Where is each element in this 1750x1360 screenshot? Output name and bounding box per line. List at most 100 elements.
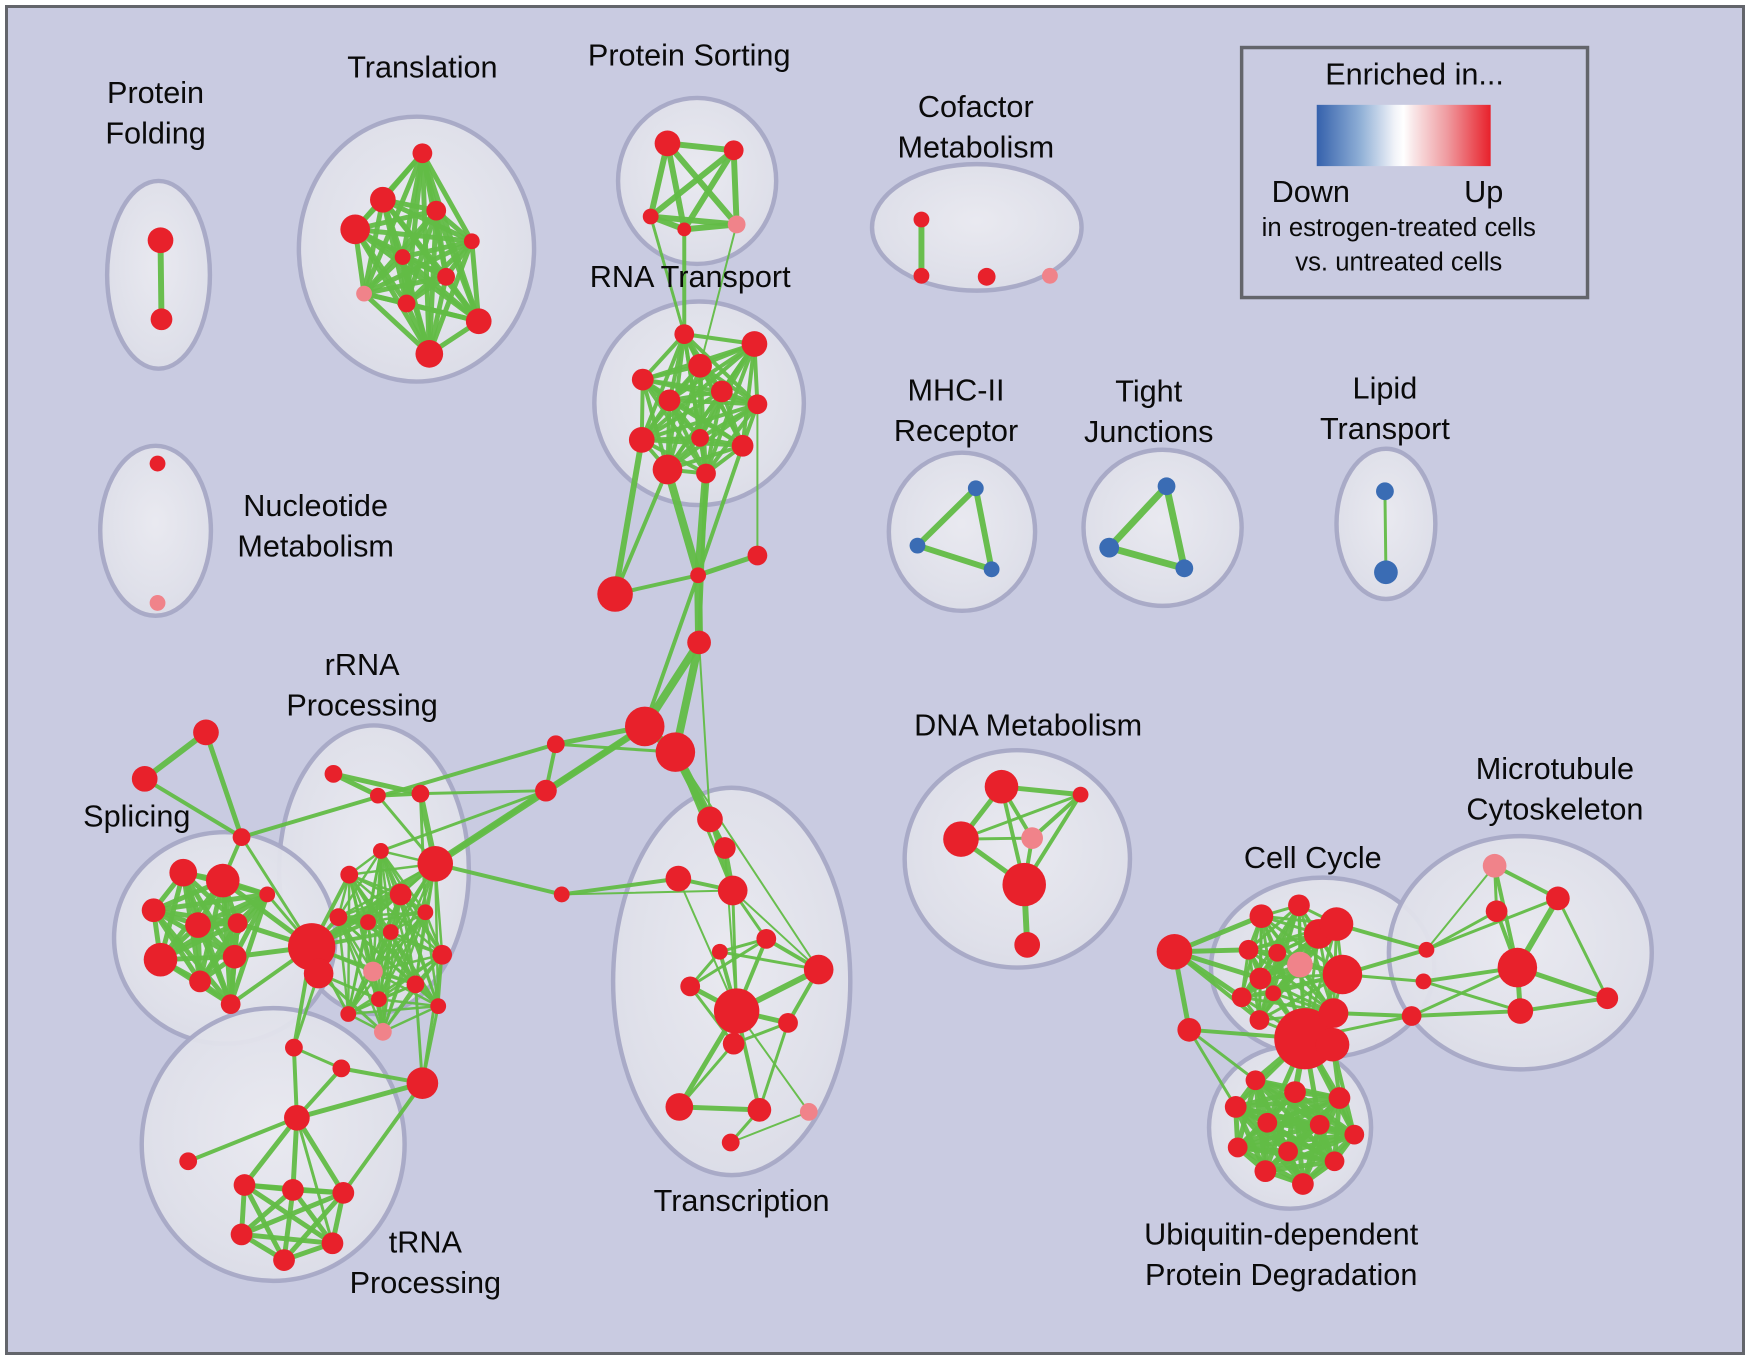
- edge-t4-t11: [352, 226, 432, 357]
- gene-set-node-u4: [1224, 1096, 1247, 1118]
- legend-caption-line1: in estrogen-treated cells: [1262, 214, 1536, 242]
- gene-set-node-cc11: [1231, 987, 1252, 1008]
- gene-set-node-u10: [1324, 1151, 1345, 1172]
- edge-r24-tk5: [295, 1116, 334, 1245]
- legend-up-label: Up: [1464, 175, 1503, 209]
- edge-u10-u11: [1262, 1158, 1337, 1174]
- edge-rt5-rt12: [704, 389, 724, 476]
- edge-c6-r6: [433, 861, 564, 897]
- gene-set-node-u5: [1257, 1112, 1278, 1133]
- edge-r23-r24: [294, 1080, 425, 1121]
- edge-t2-t8: [361, 197, 386, 297]
- edge-tk3-tk4: [239, 1190, 346, 1237]
- gene-set-node-sp9: [222, 944, 247, 969]
- edge-u7-u11: [1262, 1132, 1357, 1174]
- edge-tr11-tr12: [677, 1042, 736, 1109]
- edge-r16-r19: [381, 983, 417, 1034]
- edge-tr10-tr13: [757, 1021, 790, 1112]
- gene-set-node-tj3: [1175, 559, 1194, 578]
- gene-set-node-cc6: [1268, 943, 1287, 962]
- edge-tr15-tr14: [729, 1110, 810, 1144]
- gene-set-node-h2: [303, 958, 334, 989]
- edge-r23-tk3: [341, 1081, 425, 1195]
- gene-set-node-sb: [131, 765, 158, 792]
- edge-ps5-rt3: [699, 223, 738, 367]
- cluster-protein-sorting-label: Protein Sorting: [588, 39, 791, 73]
- edge-tk2-tk5: [290, 1187, 335, 1246]
- gene-set-node-ps1: [654, 130, 681, 157]
- edge-sp6-sp7: [158, 891, 270, 963]
- edge-t1-t5: [419, 150, 475, 244]
- gene-set-node-r7: [389, 883, 412, 906]
- gene-set-node-r5: [340, 865, 359, 884]
- gene-set-node-nm2: [149, 595, 166, 611]
- gene-set-node-sp5: [227, 913, 248, 933]
- edge-t3-t10: [433, 208, 482, 324]
- gene-set-node-cf3: [977, 267, 996, 286]
- edge-tj2-tj3: [1105, 544, 1188, 572]
- cluster-transcription-label: Transcription: [654, 1184, 830, 1218]
- gene-set-node-c6: [553, 886, 570, 903]
- gene-set-node-d1: [984, 769, 1019, 804]
- edge-rt7-rt11: [665, 402, 760, 472]
- gene-set-node-rt7: [747, 394, 768, 415]
- legend-caption-line2: vs. untreated cells: [1295, 249, 1502, 277]
- gene-set-node-tr4: [717, 875, 748, 906]
- gene-set-node-tr15: [721, 1133, 740, 1152]
- gene-set-node-u6: [1309, 1114, 1330, 1135]
- gene-set-node-m3: [1485, 900, 1508, 923]
- gene-set-node-rt9: [691, 428, 709, 447]
- edge-rt2-rt10: [740, 342, 757, 448]
- edge-cc2-u4: [1187, 1028, 1238, 1109]
- gene-set-node-c5: [535, 779, 557, 802]
- gene-set-node-ps4: [677, 222, 692, 237]
- gene-set-node-cc15b: [1315, 1027, 1350, 1062]
- edge-r13-r18: [424, 911, 440, 1008]
- edge-r24-tk3: [294, 1115, 346, 1196]
- gene-set-node-u1: [1245, 1070, 1266, 1091]
- gene-set-node-rt4: [631, 368, 654, 391]
- cluster-mhc-ii-receptor-label: MHC-II Receptor: [894, 374, 1018, 449]
- gene-set-node-r1: [324, 764, 343, 783]
- gene-set-node-m2: [1546, 886, 1570, 911]
- legend-box: [1239, 45, 1590, 300]
- gene-set-node-mh3: [983, 561, 1000, 578]
- gene-set-node-d2: [1072, 786, 1089, 803]
- edge-tr5-tr8: [688, 937, 768, 988]
- edge-sp6-sp8: [197, 891, 270, 984]
- gene-set-node-c3: [687, 630, 711, 655]
- cluster-splicing-label: Splicing: [83, 799, 190, 833]
- edge-mh1-mh2: [914, 485, 979, 549]
- gene-set-node-cf2: [913, 267, 930, 284]
- edge-u3-u4: [1233, 1095, 1342, 1110]
- gene-set-node-d3: [943, 821, 979, 857]
- edge-ps3-rt1: [649, 215, 686, 336]
- gene-set-node-tk5: [321, 1232, 344, 1255]
- gene-set-node-nm1: [149, 455, 166, 472]
- gene-set-node-lt2: [1374, 560, 1398, 585]
- edge-tr4-tr7: [731, 889, 820, 971]
- gene-set-node-t3: [426, 200, 447, 221]
- edge-ps2-ps5: [730, 147, 740, 228]
- edge-r24-tk1: [242, 1115, 300, 1188]
- gene-set-node-r10: [382, 924, 399, 940]
- edge-cc18-m7: [1421, 979, 1522, 1013]
- gene-set-node-t8: [356, 285, 372, 302]
- gene-set-node-tk3: [332, 1182, 355, 1204]
- cluster-microtubule-cytoskeleton-label: Microtubule Cytoskeleton: [1466, 752, 1643, 827]
- edge-rt4-rt12: [640, 377, 708, 476]
- edge-r14-r15: [371, 953, 444, 973]
- edge-t4-t5: [352, 226, 475, 244]
- edge-ps2-ps3: [647, 147, 737, 220]
- edge-rt11-c1: [613, 467, 670, 596]
- gene-set-node-cf1: [913, 211, 930, 228]
- gene-set-node-rt5: [710, 380, 733, 403]
- gene-set-node-tk1: [233, 1174, 256, 1196]
- gene-set-node-u9: [1278, 1141, 1298, 1162]
- gene-set-node-r23: [406, 1067, 439, 1100]
- edge-t5-t6: [400, 238, 475, 260]
- gene-set-node-lt1: [1376, 482, 1394, 501]
- gene-set-node-u12: [1292, 1173, 1314, 1195]
- edge-m1-m2: [1492, 863, 1560, 901]
- edge-rt4-rt11: [640, 377, 670, 472]
